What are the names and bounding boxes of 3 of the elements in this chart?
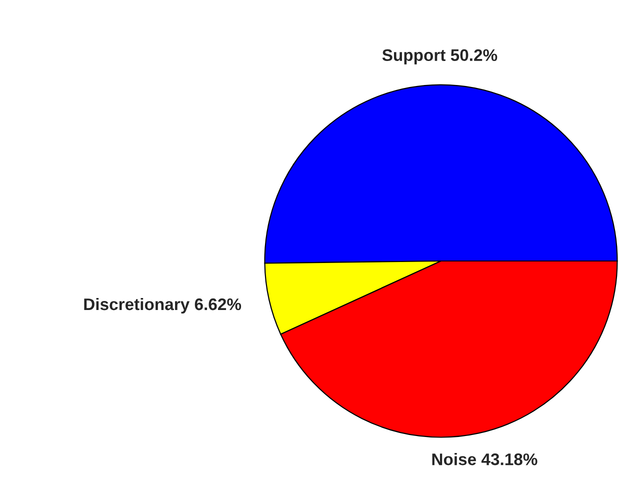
slice-label: Noise 43.18% (432, 452, 538, 466)
slice-label: Discretionary 6.62% (84, 298, 242, 314)
slice-label: Support 50.2% (382, 49, 498, 64)
